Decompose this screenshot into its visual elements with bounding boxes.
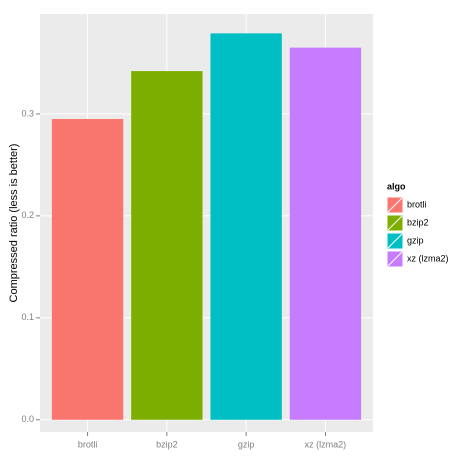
y-tick-label: 0.0 [21, 414, 34, 424]
x-tick-label: brotli [78, 439, 98, 449]
y-tick-label: 0.1 [21, 312, 34, 322]
legend-label: gzip [407, 235, 424, 245]
bar [51, 119, 124, 420]
legend-key-slash [387, 233, 403, 249]
legend-key-slash [387, 215, 403, 231]
y-tick-label: 0.2 [21, 210, 34, 220]
legend-key-slash [387, 251, 403, 267]
legend-title: algo [387, 181, 406, 191]
x-tick-label: xz (lzma2) [305, 439, 347, 449]
y-tick-label: 0.3 [21, 108, 34, 118]
x-tick-label: bzip2 [156, 439, 178, 449]
legend-label: brotli [407, 199, 427, 209]
bar [210, 33, 282, 420]
legend-label: xz (lzma2) [407, 253, 449, 263]
bar [289, 47, 362, 420]
legend-key-slash [387, 197, 403, 213]
legend-label: bzip2 [407, 217, 429, 227]
bar [131, 71, 203, 420]
y-axis-title: Compressed ratio (less is better) [8, 144, 20, 303]
x-tick-label: gzip [238, 439, 255, 449]
